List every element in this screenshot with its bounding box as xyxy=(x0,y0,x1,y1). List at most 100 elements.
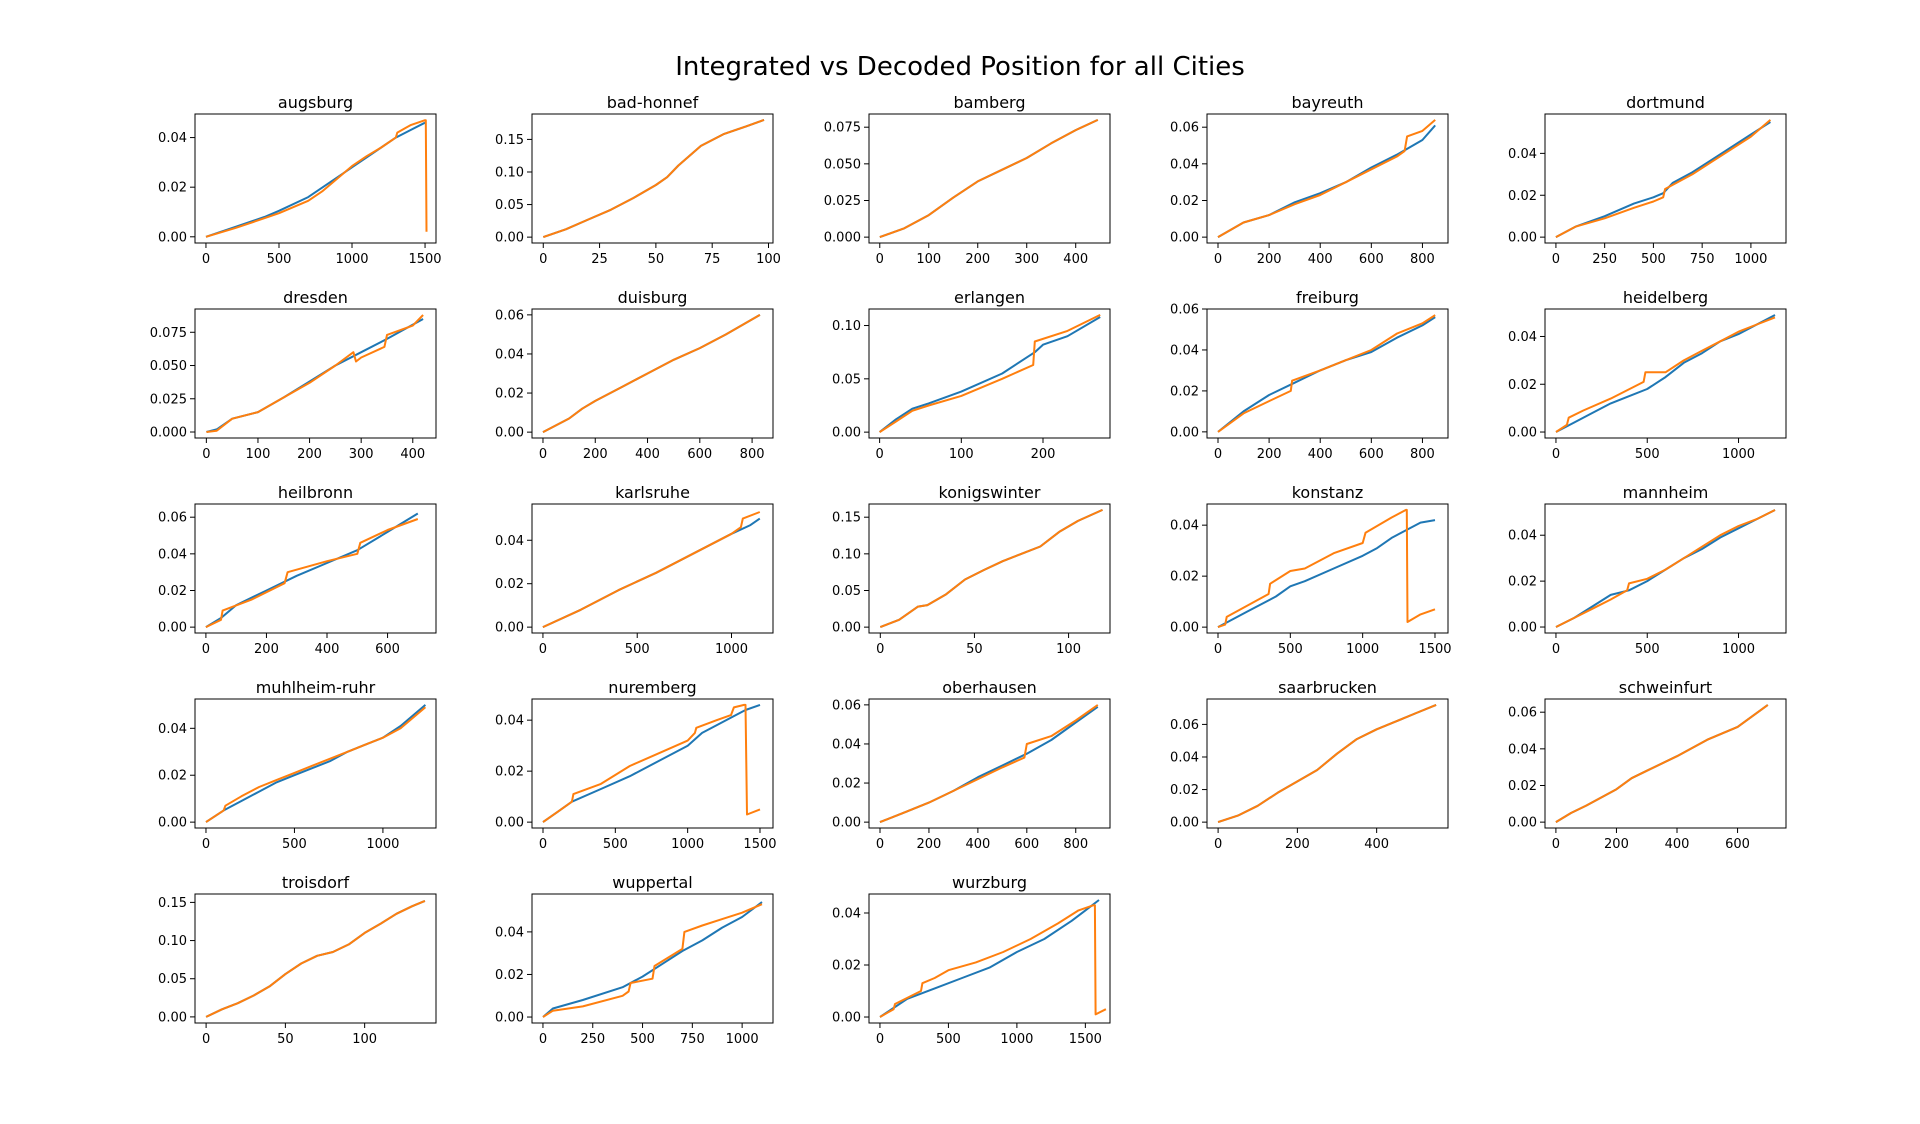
axes-frame xyxy=(1544,503,1787,634)
integrated-line xyxy=(205,512,419,628)
x-tick-label: 0 xyxy=(539,447,547,462)
y-tick-label: 0.000 xyxy=(824,231,861,246)
y-tick-label: 0.04 xyxy=(1508,529,1537,544)
subplot-freiburg: freiburg 0 200 400 600 800 0.00 0.02 0.04 0.06 xyxy=(1170,288,1449,462)
y-tick-label: 0.00 xyxy=(158,621,187,636)
axes-frame xyxy=(194,503,437,634)
y-tick-label: 0.02 xyxy=(1170,384,1199,399)
subplot-title: heilbronn xyxy=(278,483,353,502)
x-tick-label: 500 xyxy=(267,252,292,267)
x-tick-label: 0 xyxy=(202,837,210,852)
y-tick-label: 0.00 xyxy=(495,1011,524,1026)
x-tick-label: 400 xyxy=(315,642,340,657)
y-tick-label: 0.050 xyxy=(150,359,187,374)
x-tick-label: 250 xyxy=(580,1032,605,1047)
y-tick-label: 0.00 xyxy=(158,1010,187,1025)
decoded-line xyxy=(205,119,428,238)
x-tick-label: 0 xyxy=(1214,447,1222,462)
y-tick-label: 0.15 xyxy=(832,511,861,526)
y-tick-label: 0.02 xyxy=(1508,575,1537,590)
axes-frame xyxy=(868,893,1111,1024)
y-tick-label: 0.02 xyxy=(495,968,524,983)
subplot-mannheim: mannheim 0 500 1000 0.00 0.02 0.04 xyxy=(1508,483,1787,657)
y-tick-label: 0.04 xyxy=(832,737,861,752)
subplot-title: konstanz xyxy=(1292,483,1364,502)
y-tick-label: 0.05 xyxy=(832,584,861,599)
axes-frame xyxy=(1206,698,1449,829)
y-tick-label: 0.02 xyxy=(158,181,187,196)
x-tick-label: 1500 xyxy=(743,837,776,852)
decoded-line xyxy=(1217,314,1436,433)
y-tick-label: 0.00 xyxy=(832,426,861,441)
x-tick-label: 100 xyxy=(949,447,974,462)
y-tick-label: 0.04 xyxy=(1170,343,1199,358)
decoded-line xyxy=(1217,508,1436,629)
decoded-line xyxy=(879,118,1099,239)
x-tick-label: 750 xyxy=(1690,252,1715,267)
subplot-oberhausen: oberhausen 0 200 400 600 800 0.00 0.02 0.04 0.06 xyxy=(832,678,1111,852)
subplot-title: dresden xyxy=(283,288,348,307)
subplot-bamberg: bamberg 0 100 200 300 400 0.000 0.025 0.050 0.075 xyxy=(824,93,1111,267)
subplot-title: troisdorf xyxy=(282,873,350,892)
y-tick-label: 0.00 xyxy=(1508,621,1537,636)
x-tick-label: 1000 xyxy=(366,837,399,852)
y-tick-label: 0.02 xyxy=(832,959,861,974)
x-tick-label: 1000 xyxy=(726,1032,759,1047)
subplot-karlsruhe: karlsruhe 0 500 1000 0.00 0.02 0.04 xyxy=(495,483,774,657)
x-tick-label: 50 xyxy=(648,252,665,267)
axes-frame xyxy=(194,893,437,1024)
subplot-title: duisburg xyxy=(618,288,688,307)
decoded-line xyxy=(542,511,761,629)
axes-frame xyxy=(194,698,437,829)
y-tick-label: 0.02 xyxy=(158,584,187,599)
y-tick-label: 0.06 xyxy=(495,308,524,323)
decoded-line xyxy=(542,118,765,239)
x-tick-label: 0 xyxy=(876,642,884,657)
y-tick-label: 0.15 xyxy=(158,896,187,911)
y-tick-label: 0.00 xyxy=(832,1011,861,1026)
y-tick-label: 0.00 xyxy=(495,426,524,441)
subplot-saarbrucken: saarbrucken 0 200 400 0.00 0.02 0.04 0.06 xyxy=(1170,678,1449,852)
y-tick-label: 0.00 xyxy=(495,621,524,636)
y-tick-label: 0.075 xyxy=(150,326,187,341)
decoded-line xyxy=(205,518,419,629)
decoded-line xyxy=(1555,704,1769,823)
y-tick-label: 0.00 xyxy=(1170,816,1199,831)
x-tick-label: 800 xyxy=(1410,252,1435,267)
axes-frame xyxy=(868,308,1111,439)
x-tick-label: 500 xyxy=(630,1032,655,1047)
y-tick-label: 0.02 xyxy=(1170,194,1199,209)
x-tick-label: 250 xyxy=(1592,252,1617,267)
y-tick-label: 0.00 xyxy=(1508,231,1537,246)
x-tick-label: 100 xyxy=(352,1032,377,1047)
x-tick-label: 200 xyxy=(583,447,608,462)
integrated-line xyxy=(878,316,1101,433)
x-tick-label: 0 xyxy=(539,252,547,267)
subplot-title: erlangen xyxy=(954,288,1025,307)
y-tick-label: 0.00 xyxy=(832,621,861,636)
x-tick-label: 200 xyxy=(1257,447,1282,462)
x-tick-label: 200 xyxy=(917,837,942,852)
x-tick-label: 200 xyxy=(254,642,279,657)
y-tick-label: 0.02 xyxy=(832,777,861,792)
subplot-title: bayreuth xyxy=(1291,93,1363,112)
y-tick-label: 0.04 xyxy=(1508,742,1537,757)
x-tick-label: 0 xyxy=(1552,447,1560,462)
y-tick-label: 0.05 xyxy=(158,972,187,987)
y-tick-label: 0.06 xyxy=(158,511,187,526)
axes-frame xyxy=(531,698,774,829)
x-tick-label: 600 xyxy=(687,447,712,462)
x-tick-label: 1000 xyxy=(1722,447,1755,462)
y-tick-label: 0.02 xyxy=(495,577,524,592)
x-tick-label: 1500 xyxy=(408,252,441,267)
axes-frame xyxy=(1544,308,1787,439)
x-tick-label: 300 xyxy=(1014,252,1039,267)
subplot-duisburg: duisburg 0 200 400 600 800 0.00 0.02 0.04 0.06 xyxy=(495,288,774,462)
subplot-title: bad-honnef xyxy=(607,93,699,112)
y-tick-label: 0.04 xyxy=(1170,750,1199,765)
subplot-dortmund: dortmund 0 250 500 750 1000 0.00 0.02 0.04 xyxy=(1508,93,1787,267)
x-tick-label: 400 xyxy=(1308,447,1333,462)
x-tick-label: 600 xyxy=(1359,252,1384,267)
x-tick-label: 0 xyxy=(1214,642,1222,657)
